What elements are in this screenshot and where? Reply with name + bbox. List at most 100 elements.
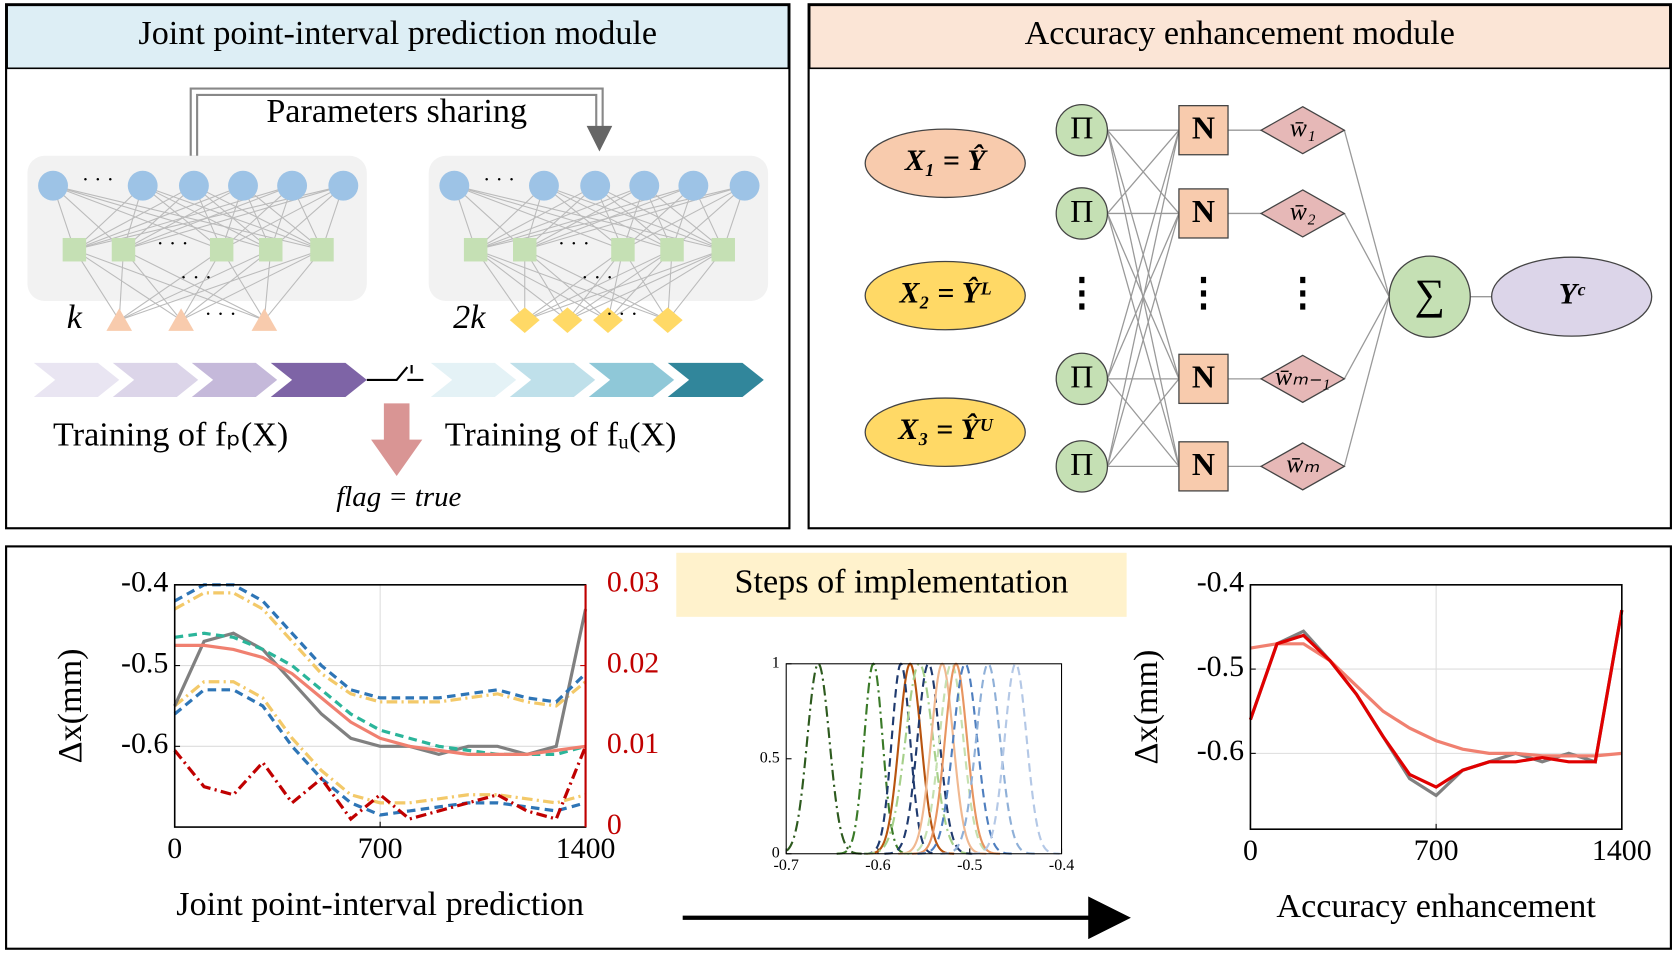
edge [475, 185, 596, 251]
pi-node [1055, 440, 1109, 493]
neuron [711, 237, 735, 262]
left-module: Joint point-interval prediction module ·… [5, 3, 791, 530]
edge [52, 185, 271, 251]
weight-label: w̄ₘ [1286, 449, 1319, 478]
y2-tick-label: 0.03 [607, 566, 659, 599]
dots: · · · [180, 265, 212, 289]
neuron [259, 237, 283, 262]
edge [524, 249, 668, 321]
edge [1106, 130, 1180, 380]
pi-node [1055, 103, 1109, 157]
neuron [228, 170, 258, 201]
weight-node [1259, 354, 1346, 404]
dots: · · · [483, 167, 515, 191]
membership-curve [940, 662, 1036, 855]
input-node [652, 307, 683, 333]
x-tick-label: -0.4 [1049, 857, 1074, 874]
membership-curve [884, 662, 973, 855]
series-line [174, 643, 586, 756]
edge [119, 249, 323, 321]
k2-label: 2k [453, 299, 486, 336]
edge [475, 185, 694, 251]
y-tick-label: -0.6 [121, 727, 168, 760]
pi-node [1055, 187, 1109, 240]
neuron [127, 170, 158, 201]
output-label: Yᶜ [1559, 278, 1586, 311]
n-node [1178, 105, 1229, 156]
neuron [629, 170, 660, 201]
edge [524, 249, 624, 321]
input-node [168, 308, 194, 331]
edge [74, 185, 195, 251]
y2-tick-label: 0.01 [607, 727, 659, 760]
x-tick-label: -0.5 [957, 857, 982, 874]
edge [671, 185, 745, 251]
x-tick-label: 700 [1414, 834, 1459, 867]
x-axis-label: Accuracy enhancement [1276, 888, 1596, 925]
neuron [277, 170, 308, 201]
y2-tick-label: 0.02 [607, 646, 659, 679]
edge [1343, 213, 1390, 297]
edge [1106, 129, 1180, 214]
title-bar [808, 4, 1671, 70]
y-tick-label: 1 [772, 654, 780, 671]
edge [1343, 296, 1390, 467]
edge [118, 249, 222, 321]
neuron [62, 237, 87, 262]
neuron [111, 237, 136, 262]
sum-node [1388, 255, 1471, 338]
edge [567, 249, 724, 321]
title-bar [6, 4, 790, 70]
neuron [38, 170, 68, 201]
x-tick-label: -0.6 [865, 857, 890, 874]
panel-title: Accuracy enhancement module [1025, 15, 1455, 52]
edge [622, 185, 745, 251]
chevrons [33, 362, 764, 397]
weight-node [1259, 189, 1346, 238]
x-axis-label: Joint point-interval prediction [176, 886, 584, 923]
edge [1106, 213, 1180, 467]
n-node [1178, 188, 1229, 239]
neuron [660, 237, 684, 262]
edge [74, 185, 244, 251]
membership-curve [786, 662, 863, 855]
plot-frame [785, 663, 1063, 855]
edge [221, 185, 344, 251]
series-line [1250, 642, 1622, 758]
edge [524, 249, 673, 321]
y-tick-label: 0 [772, 844, 780, 861]
edge [1106, 130, 1180, 467]
input-node [106, 308, 133, 331]
y-tick-label: -0.6 [1197, 734, 1244, 767]
n-label: N [1192, 193, 1215, 229]
y-tick-label: 0.5 [760, 749, 780, 766]
edge [1343, 130, 1390, 297]
series-line [173, 591, 587, 708]
dots: · · · [82, 167, 114, 191]
ellipsis: ⋮ [1284, 272, 1322, 314]
series-line [173, 583, 587, 704]
edge [123, 185, 344, 251]
series-line [173, 680, 587, 805]
neuron [328, 170, 359, 201]
edge [270, 185, 344, 251]
edge [475, 249, 609, 321]
x-tick-label: 1400 [1592, 834, 1652, 867]
weight-node [1259, 105, 1346, 155]
membership-curve [971, 662, 1060, 855]
edge [52, 185, 222, 251]
neuron [611, 237, 635, 262]
edge [454, 185, 673, 251]
share-arrow-inner [191, 89, 602, 156]
edge [74, 185, 293, 251]
edge [1343, 296, 1390, 380]
series-line [173, 608, 588, 757]
y-tick-label: -0.5 [1197, 650, 1244, 683]
n-node [1178, 441, 1229, 492]
flag-label: flag = true [336, 481, 461, 513]
y-axis-label: Δx(mm) [52, 649, 89, 764]
input-label: X₃ = Ŷᵁ [897, 413, 994, 446]
weight-label: w̄ₘ₋₁ [1275, 362, 1330, 391]
sum-label: ∑ [1415, 272, 1445, 319]
